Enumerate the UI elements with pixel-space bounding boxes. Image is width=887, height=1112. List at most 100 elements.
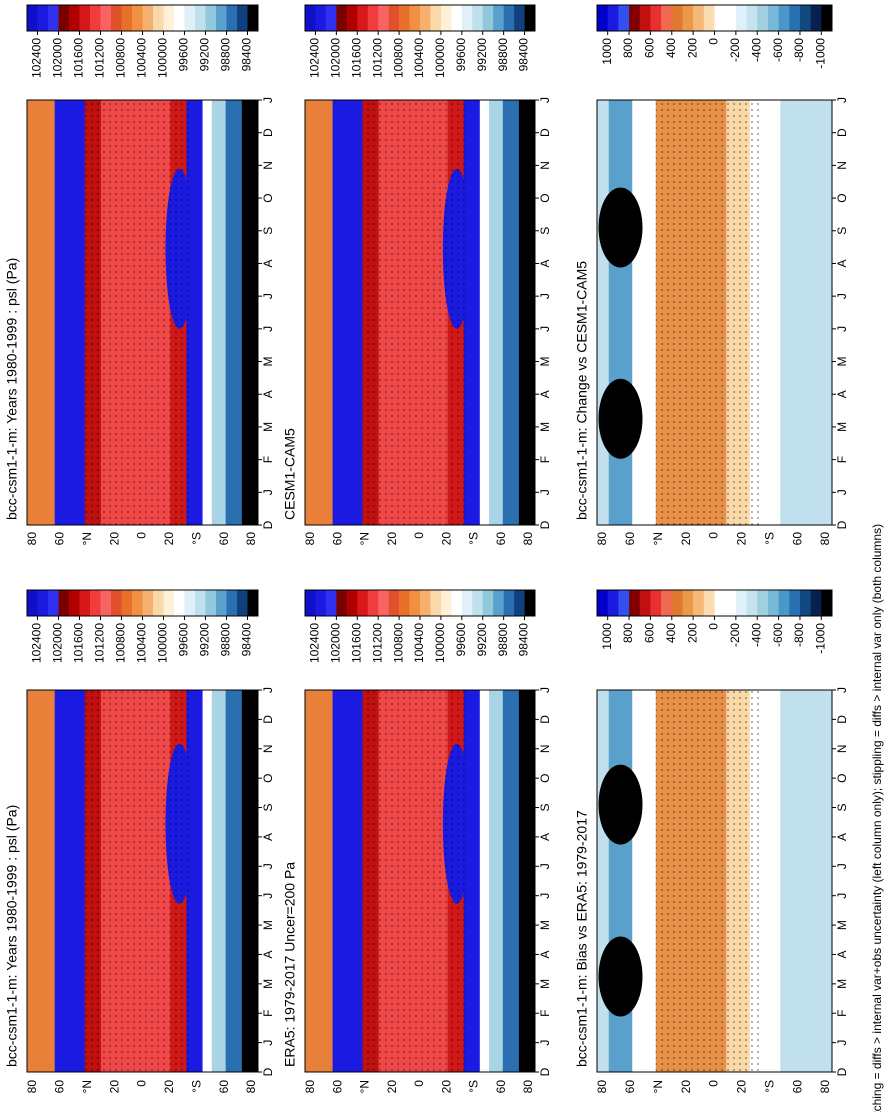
month-label: D <box>538 715 552 724</box>
latitude-label: 20 <box>735 1080 749 1094</box>
month-label: A <box>538 259 552 267</box>
colorbar-swatch <box>90 590 101 616</box>
colorbar-label: 102400 <box>30 623 44 663</box>
colorbar-label: -1000 <box>813 38 827 69</box>
colorbar-swatch <box>420 5 431 31</box>
colorbar-swatch <box>810 590 822 616</box>
colorbar-swatch <box>336 590 348 616</box>
colorbar-label: 100400 <box>135 623 149 663</box>
colorbar-swatch <box>37 5 49 31</box>
colorbar-swatch <box>163 590 175 616</box>
colorbar-swatch <box>430 590 442 616</box>
colorbar-label: 102400 <box>308 623 322 663</box>
colorbar-swatch <box>682 5 694 31</box>
colorbar-swatch <box>237 590 248 616</box>
latitude-label: 60 <box>790 1080 804 1094</box>
colorbar-swatch <box>90 5 101 31</box>
colorbar-swatch <box>247 590 259 616</box>
month-label: A <box>538 950 552 958</box>
month-label: J <box>261 489 275 495</box>
month-label: J <box>835 863 849 869</box>
colorbar-label: 99600 <box>454 623 468 657</box>
colorbar-swatch <box>671 590 683 616</box>
month-label: D <box>261 715 275 724</box>
colorbar-swatch <box>693 5 705 31</box>
colorbar-swatch <box>461 590 473 616</box>
colorbar-label: 101600 <box>349 623 363 663</box>
colorbar-label: 1000 <box>600 38 614 65</box>
month-label: F <box>261 456 275 463</box>
month-label: S <box>835 804 849 812</box>
month-label: N <box>261 161 275 170</box>
colorbar-swatch <box>514 5 525 31</box>
latitude-label: 20 <box>385 532 399 546</box>
latitude-label: 80 <box>303 532 317 546</box>
contour-band <box>597 100 610 525</box>
colorbar-swatch <box>305 590 316 616</box>
colorbar-label: 800 <box>621 623 635 643</box>
latitude-label: 20 <box>439 532 453 546</box>
month-label: J <box>261 97 275 103</box>
month-label: J <box>261 326 275 332</box>
colorbar-label: 98400 <box>517 623 531 657</box>
contour-blob <box>598 378 643 459</box>
month-label: D <box>835 128 849 137</box>
stippling <box>362 100 466 525</box>
month-label: N <box>835 161 849 170</box>
colorbar-swatch <box>163 5 175 31</box>
colorbar-swatch <box>639 5 651 31</box>
plot-frame <box>304 689 536 1073</box>
colorbar-swatch <box>503 590 515 616</box>
colorbar-swatch <box>174 590 185 616</box>
panel-title: bcc-csm1-1-m: Bias vs ERA5: 1979-2017 <box>574 810 590 1067</box>
colorbar-label: 98800 <box>496 38 510 72</box>
latitude-label: °N <box>651 1080 665 1093</box>
contour-band <box>241 100 259 525</box>
colorbar-swatch <box>48 590 59 616</box>
contour-band <box>632 100 657 525</box>
month-label: J <box>835 326 849 332</box>
month-label: D <box>538 520 552 529</box>
latitude-label: 80 <box>244 1080 258 1094</box>
month-label: D <box>835 520 849 529</box>
colorbar-swatch <box>346 590 358 616</box>
colorbar-label: 400 <box>664 38 678 58</box>
month-label: A <box>538 390 552 398</box>
month-label: S <box>835 227 849 235</box>
colorbar-swatch <box>79 5 91 31</box>
colorbar-label: 101200 <box>370 623 384 663</box>
latitude-label: 80 <box>244 532 258 546</box>
contour-band <box>502 100 520 525</box>
panel <box>26 589 262 1073</box>
latitude-label: 20 <box>107 532 121 546</box>
colorbar-swatch <box>205 5 217 31</box>
latitude-label: 0 <box>412 532 426 539</box>
colorbar-label: 200 <box>685 623 699 643</box>
month-label: S <box>538 804 552 812</box>
colorbar-label: -400 <box>749 38 763 62</box>
month-label: A <box>538 833 552 841</box>
contour-band <box>632 690 657 1072</box>
colorbar-label: 98800 <box>219 38 233 72</box>
colorbar-label: 100800 <box>114 623 128 663</box>
month-label: D <box>835 715 849 724</box>
month-label: A <box>261 950 275 958</box>
colorbar-label: -1000 <box>813 623 827 654</box>
colorbar-label: -200 <box>728 38 742 62</box>
contour-band <box>54 690 86 1072</box>
latitude-label: 60 <box>494 532 508 546</box>
colorbar-swatch <box>388 5 400 31</box>
colorbar-label: 102000 <box>51 623 65 663</box>
month-label: M <box>835 920 849 930</box>
latitude-label: 60 <box>217 1080 231 1094</box>
plot-frame <box>26 689 259 1073</box>
colorbar-swatch <box>618 590 630 616</box>
colorbar-label: 100400 <box>412 38 426 78</box>
month-label: S <box>538 227 552 235</box>
month-label: J <box>835 893 849 899</box>
colorbar-swatch <box>357 5 369 31</box>
latitude-label: 60 <box>53 532 67 546</box>
colorbar-swatch <box>325 590 337 616</box>
contour-band <box>54 100 86 525</box>
colorbar-swatch <box>440 590 452 616</box>
